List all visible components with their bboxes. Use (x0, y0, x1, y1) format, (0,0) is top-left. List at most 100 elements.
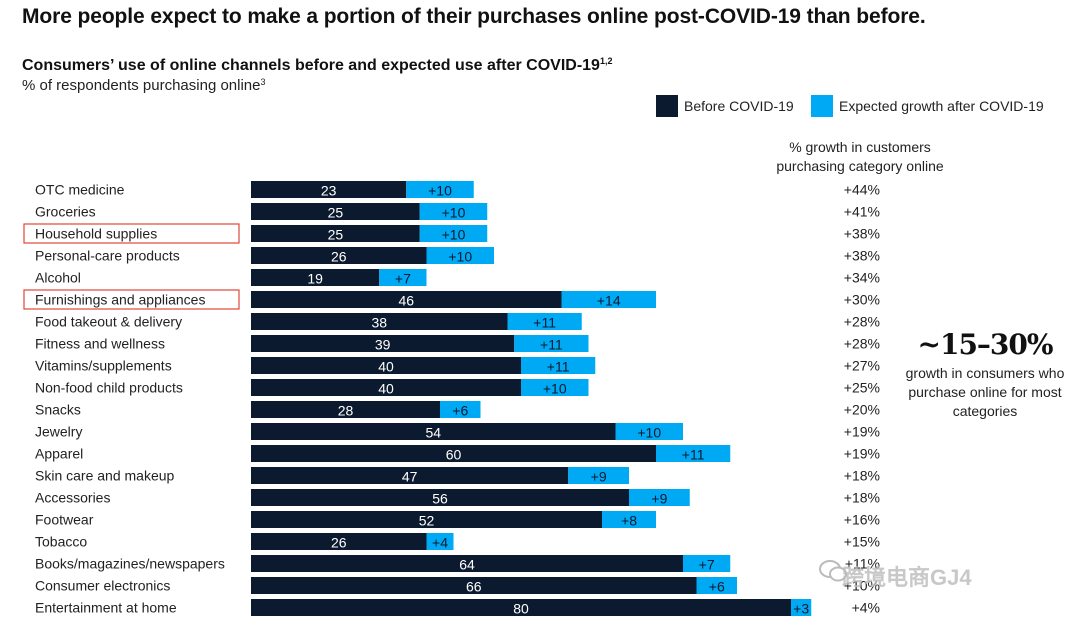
bar-growth (629, 489, 690, 506)
bar-before (251, 489, 629, 506)
category-label: Consumer electronics (35, 578, 170, 594)
bar-before-value: 28 (338, 403, 354, 419)
growth-pct-label: +44% (844, 182, 880, 198)
bar-before-value: 26 (331, 535, 347, 551)
bar-growth-value: +11 (547, 359, 570, 375)
legend-item-before: Before COVID-19 (656, 95, 794, 117)
bar-growth-value: +10 (543, 381, 567, 397)
bar-before (251, 313, 508, 330)
bar-before-value: 26 (331, 249, 347, 265)
bar-before-value: 54 (425, 425, 441, 441)
category-label: Groceries (35, 204, 96, 220)
category-label: Vitamins/supplements (35, 358, 172, 374)
legend-swatch-growth (811, 95, 833, 117)
bar-before (251, 445, 656, 462)
growth-column-header: % growth in customers purchasing categor… (776, 139, 944, 174)
growth-pct-label: +30% (844, 292, 880, 308)
chart-title: Consumers’ use of online channels before… (22, 56, 612, 75)
bar-before (251, 599, 791, 616)
bar-growth (683, 555, 731, 572)
bar-before (251, 555, 683, 572)
bar-growth (602, 511, 656, 528)
chart-title-text: Consumers’ use of online channels before… (22, 57, 600, 74)
bar-before-value: 40 (378, 359, 394, 375)
growth-pct-label: +25% (844, 380, 880, 396)
bar-growth-value: +6 (452, 403, 468, 419)
bar-growth-value: +11 (533, 315, 556, 331)
growth-pct-label: +15% (844, 534, 880, 550)
bar-growth (521, 379, 589, 396)
bar-growth (696, 577, 737, 594)
bar-growth (568, 467, 629, 484)
wechat-icon (819, 560, 847, 582)
bar-before (251, 423, 616, 440)
bar-before (251, 335, 515, 352)
bar-growth (507, 313, 582, 330)
bar-growth-value: +10 (428, 183, 452, 199)
category-label: Food takeout & delivery (35, 314, 182, 330)
growth-pct-label: +28% (844, 314, 880, 330)
growth-pct-label: +16% (844, 512, 880, 528)
bar-before (251, 291, 562, 308)
category-label: Household supplies (35, 226, 157, 242)
bar-before-value: 64 (459, 557, 475, 573)
bar-growth-value: +11 (540, 337, 563, 353)
bar-before-value: 39 (375, 337, 391, 353)
bar-before-value: 23 (321, 183, 337, 199)
bar-growth (521, 357, 596, 374)
growth-pct-label: +38% (844, 226, 880, 242)
bar-before (251, 203, 420, 220)
bar-before-value: 66 (466, 579, 482, 595)
bar-before (251, 357, 521, 374)
bar-before (251, 247, 427, 264)
category-label: Skin care and makeup (35, 468, 175, 484)
bar-before-value: 80 (513, 601, 529, 617)
chart-title-footnote: 1,2 (599, 56, 613, 66)
bar-before-value: 56 (432, 491, 448, 507)
category-label: OTC medicine (35, 182, 125, 198)
growth-pct-label: +4% (852, 600, 880, 616)
category-highlight-box (23, 223, 240, 244)
bar-growth-value: +10 (442, 205, 466, 221)
category-label: Alcohol (35, 270, 81, 286)
bar-growth (615, 423, 683, 440)
bar-before-value: 52 (419, 513, 435, 529)
category-label: Snacks (35, 402, 81, 418)
bar-growth (426, 247, 494, 264)
category-label: Apparel (35, 446, 83, 462)
bar-growth-value: +9 (651, 491, 667, 507)
bar-growth (791, 599, 812, 616)
bar-growth (514, 335, 589, 352)
callout-headline: ~15–30% (917, 328, 1054, 361)
bar-before-value: 38 (371, 315, 387, 331)
bar-before (251, 511, 602, 528)
bar-before (251, 379, 521, 396)
growth-pct-label: +18% (844, 468, 880, 484)
bar-before (251, 181, 407, 198)
bar-growth (419, 225, 488, 242)
category-label: Tobacco (35, 534, 87, 550)
bar-before-value: 40 (378, 381, 394, 397)
bar-before-value: 25 (328, 227, 344, 243)
growth-pct-label: +41% (844, 204, 880, 220)
bar-before (251, 577, 697, 594)
growth-pct-label: +27% (844, 358, 880, 374)
growth-pct-label: +19% (844, 424, 880, 440)
bar-before-value: 19 (307, 271, 323, 287)
growth-pct-label: +38% (844, 248, 880, 264)
bar-before (251, 401, 440, 418)
bar-growth (419, 203, 488, 220)
chart-subtitle-text: % of respondents purchasing online (22, 77, 261, 94)
bar-before (251, 533, 427, 550)
bar-before-value: 46 (398, 293, 414, 309)
bar-growth-value: +6 (709, 579, 725, 595)
category-label: Fitness and wellness (35, 336, 165, 352)
category-label: Accessories (35, 490, 110, 506)
bar-growth-value: +8 (621, 513, 637, 529)
bar-growth-value: +10 (637, 425, 661, 441)
legend-label-growth: Expected growth after COVID-19 (839, 98, 1044, 114)
bar-before-value: 60 (446, 447, 462, 463)
watermark: 跨境电商GJ4 (842, 565, 972, 590)
category-label: Non-food child products (35, 380, 183, 396)
